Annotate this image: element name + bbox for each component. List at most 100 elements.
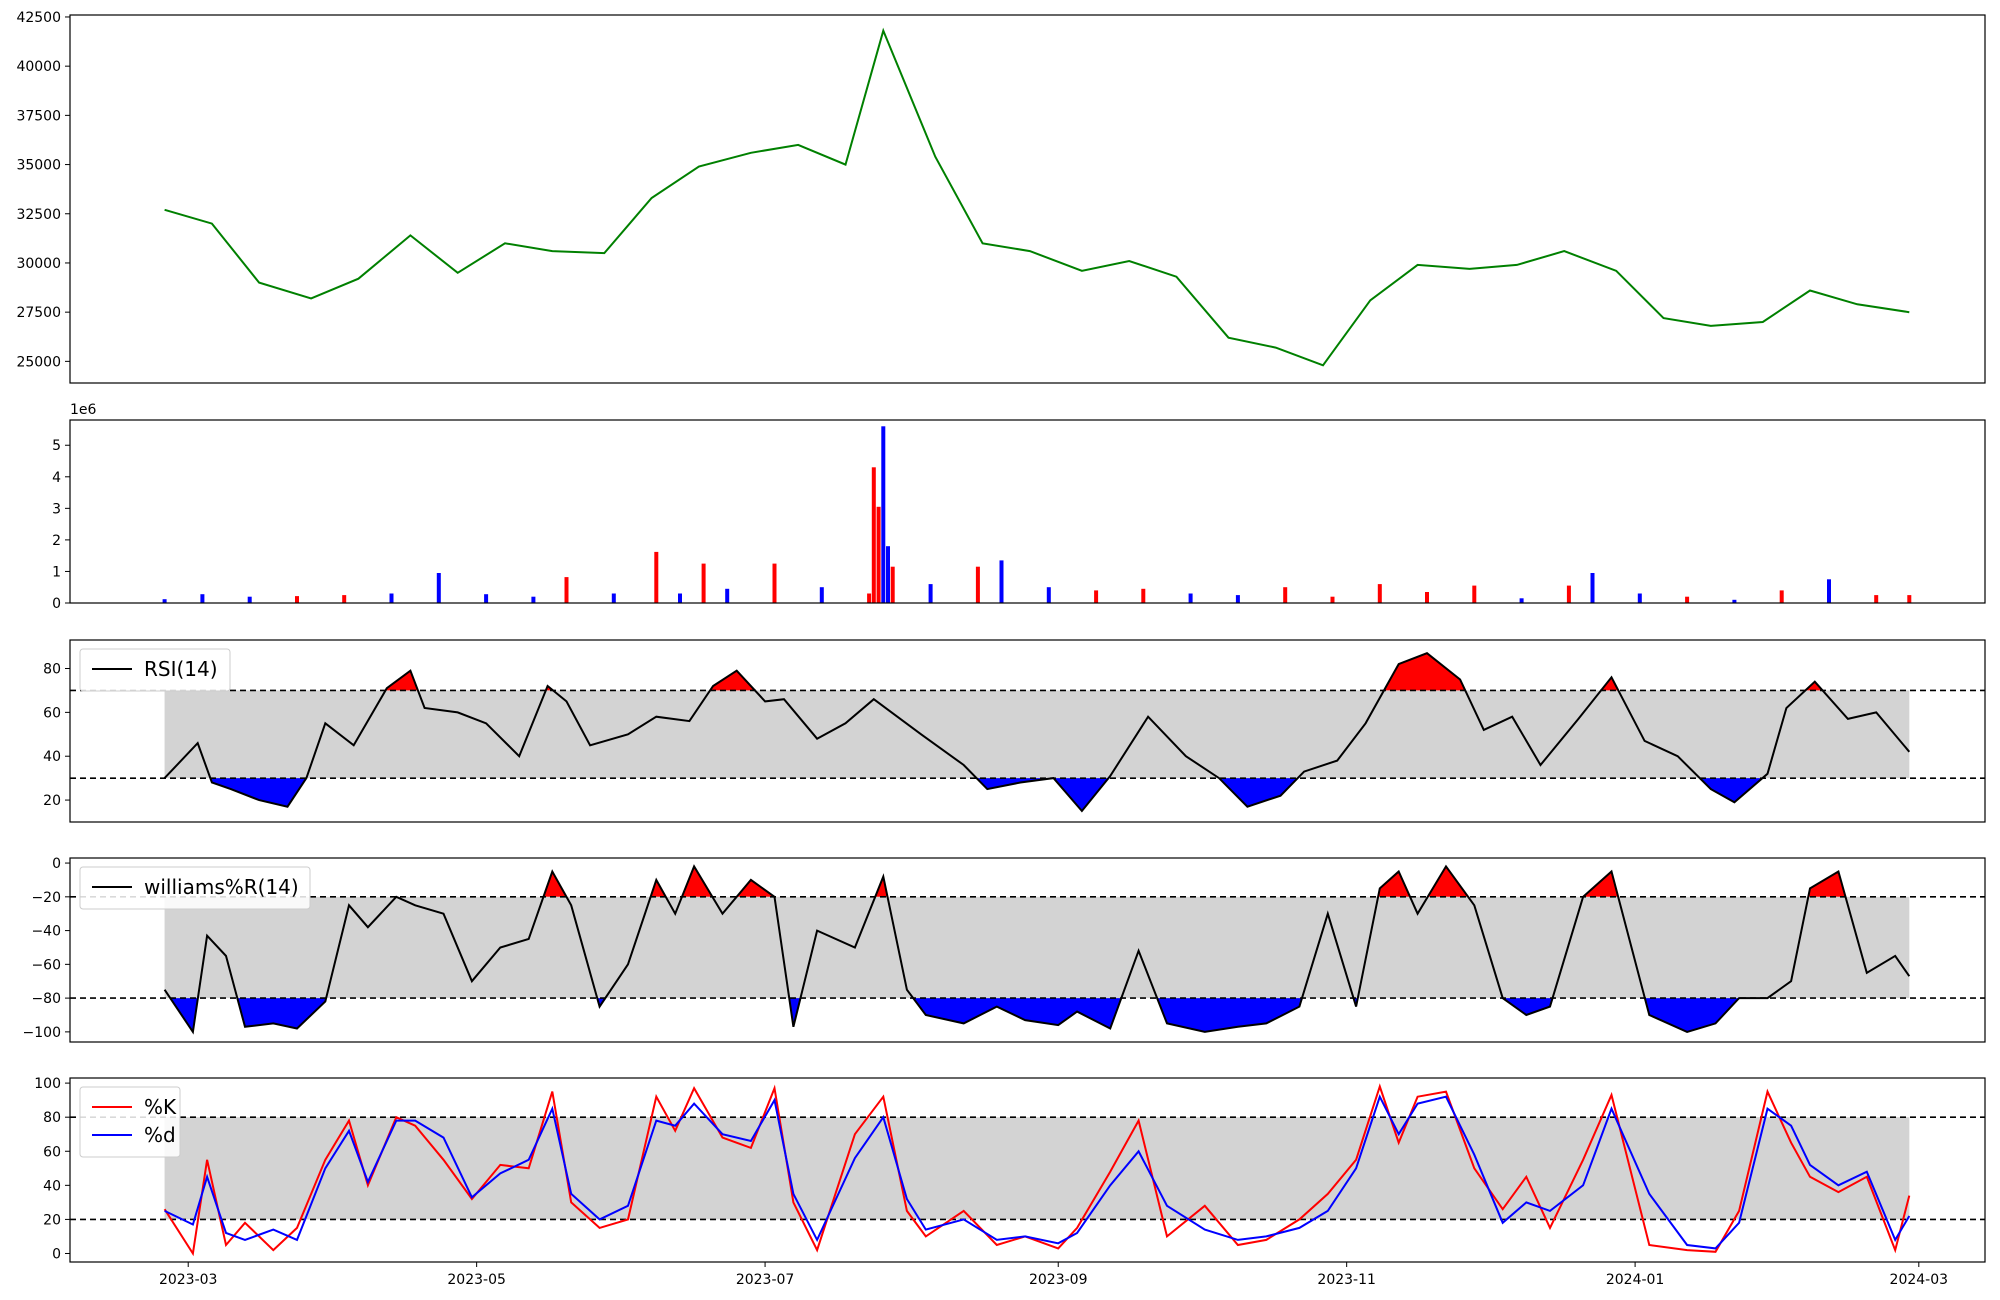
x-tick-label: 2023-03	[159, 1272, 218, 1288]
price-line	[164, 27, 1910, 367]
williams-band-area	[164, 896, 1910, 999]
volume-bar	[1330, 596, 1335, 603]
williams-ytick-label: 0	[52, 856, 61, 872]
williams-ytick-label: −100	[23, 1025, 61, 1041]
stochastic-ytick-label: 60	[43, 1144, 61, 1160]
volume-bar	[436, 573, 441, 603]
volume-bar	[772, 563, 777, 603]
volume-bar	[1425, 592, 1429, 603]
williams-ytick-label: −20	[31, 890, 61, 906]
volume-bar	[1827, 579, 1831, 603]
price-ytick-label: 40000	[16, 59, 61, 75]
williams-line	[163, 864, 1911, 1035]
price-ytick-label: 27500	[16, 305, 61, 321]
rsi-ytick-label: 60	[43, 705, 61, 721]
price-frame	[69, 14, 1986, 384]
stochastic-frame	[69, 1077, 1986, 1263]
volume-bar	[975, 566, 980, 603]
volume-bar	[1519, 598, 1524, 603]
rsi-oversold-fill	[1053, 778, 1109, 811]
stochastic-ytick-label: 100	[34, 1076, 61, 1092]
rsi-overbought-fill	[710, 670, 755, 691]
williams-overbought-fill	[736, 879, 775, 897]
volume-bar	[999, 560, 1004, 603]
stochastic-legend	[79, 1086, 181, 1158]
volume-ytick-label: 0	[52, 596, 61, 612]
volume-bar	[1874, 595, 1879, 603]
stochastic-panel: %K %d 0 20 40 60 80 100	[34, 1076, 1986, 1263]
volume-bar	[1235, 595, 1240, 603]
williams-oversold-fill	[913, 998, 1122, 1029]
volume-ytick-label: 1	[52, 564, 61, 580]
williams-panel: williams%R(14) 0 −20 −40 −60 −80 −100	[23, 856, 1986, 1043]
volume-bar	[1141, 588, 1146, 603]
volume-bar	[611, 593, 616, 603]
stochastic-ytick-label: 0	[52, 1246, 61, 1262]
williams-overbought-fill	[1378, 871, 1410, 897]
williams-overbought-fill	[543, 871, 567, 897]
price-ytick-label: 42500	[16, 10, 61, 26]
volume-bar	[1046, 587, 1051, 603]
volume-bar	[389, 593, 394, 603]
volume-bar	[1377, 584, 1382, 603]
volume-bar	[247, 596, 252, 603]
volume-bar	[1283, 587, 1288, 603]
rsi-legend	[79, 648, 231, 692]
volume-bar	[886, 546, 890, 603]
williams-ytick-label: −40	[31, 924, 61, 940]
rsi-oversold-fill	[1219, 778, 1298, 807]
volume-ytick-label: 3	[52, 501, 61, 517]
price-ytick-label: 32500	[16, 207, 61, 223]
volume-bar	[1590, 573, 1595, 603]
williams-legend-label: williams%R(14)	[144, 875, 299, 899]
volume-bar	[1685, 596, 1690, 603]
x-tick-label: 2023-11	[1317, 1272, 1376, 1288]
volume-frame	[69, 419, 1986, 604]
stochastic-line-k	[163, 1083, 1911, 1257]
rsi-oversold-fill	[1699, 778, 1763, 803]
volume-bar	[1732, 599, 1737, 603]
rsi-oversold-fill	[210, 778, 307, 807]
rsi-overbought-fill	[385, 670, 418, 691]
stochastic-line-d	[164, 1094, 1911, 1250]
x-tick-label: 2024-01	[1606, 1272, 1665, 1288]
rsi-ytick-label: 20	[43, 793, 61, 809]
volume-bar	[876, 506, 881, 603]
volume-bar	[890, 566, 895, 603]
williams-overbought-fill	[1808, 871, 1846, 897]
volume-bar	[484, 594, 489, 603]
volume-bar	[200, 594, 205, 603]
volume-bar	[564, 577, 569, 603]
volume-bar	[881, 426, 886, 603]
rsi-band-area	[164, 690, 1910, 779]
rsi-overbought-fill	[1805, 681, 1823, 691]
volume-exponent-label: 1e6	[70, 402, 97, 418]
rsi-ytick-label: 80	[43, 662, 61, 678]
volume-bar	[531, 596, 536, 603]
volume-bar	[162, 599, 167, 603]
volume-bar	[701, 563, 706, 603]
volume-bar	[1907, 595, 1912, 603]
williams-ytick-label: −60	[31, 957, 61, 973]
williams-oversold-fill	[1502, 998, 1553, 1015]
williams-frame	[69, 857, 1986, 1043]
williams-overbought-fill	[1583, 871, 1619, 897]
price-ytick-label: 37500	[16, 108, 61, 124]
x-tick-label: 2024-03	[1890, 1272, 1949, 1288]
rsi-frame	[69, 639, 1986, 823]
williams-legend	[79, 866, 311, 910]
williams-oversold-fill	[170, 998, 198, 1032]
volume-bar	[1566, 585, 1571, 603]
stochastic-band-area	[164, 1117, 1910, 1220]
x-axis: 2023-03 2023-05 2023-07 2023-09 2023-11 2024-…	[159, 1262, 1948, 1288]
volume-bar	[871, 467, 876, 603]
price-ytick-label: 30000	[16, 256, 61, 272]
rsi-overbought-fill	[1384, 653, 1466, 691]
williams-overbought-fill	[650, 879, 666, 897]
volume-bar	[819, 587, 824, 603]
volume-bar	[1779, 590, 1784, 603]
stochastic-legend-label: %d	[144, 1123, 176, 1147]
price-ytick-label: 35000	[16, 158, 61, 174]
rsi-panel: RSI(14) 20 40 60 80	[43, 639, 1986, 823]
